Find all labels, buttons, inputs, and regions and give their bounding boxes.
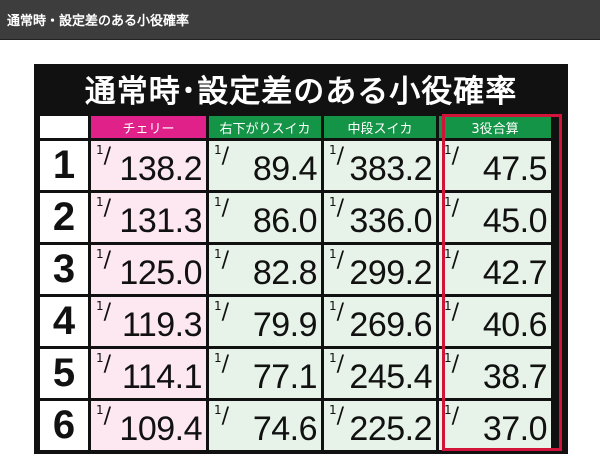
rate-value: 131.3 <box>119 202 202 240</box>
fraction-prefix: 1/ <box>214 403 230 429</box>
total-rate-cell: 1/38.7 <box>439 349 551 398</box>
fraction-prefix: 1/ <box>444 247 460 273</box>
suika-down-rate-cell: 1/86.0 <box>209 193 321 242</box>
rate-value: 114.1 <box>121 358 203 396</box>
total-rate-cell: 1/47.5 <box>439 141 551 190</box>
section-header-title: 通常時・設定差のある小役確率 <box>7 14 190 29</box>
table-row: 2 1/131.3 1/86.0 1/336.0 1/45.0 <box>40 193 551 242</box>
fraction-prefix: 1/ <box>329 247 345 273</box>
header-suika-down: 右下がりスイカ <box>209 116 321 138</box>
suika-down-rate-cell: 1/74.6 <box>209 401 321 450</box>
fraction-prefix: 1/ <box>444 195 460 221</box>
header-cherry: チェリー <box>91 116 206 138</box>
suika-mid-rate-cell: 1/299.2 <box>324 245 436 294</box>
table-row: 6 1/109.4 1/74.6 1/225.2 1/37.0 <box>40 401 551 450</box>
rate-value: 45.0 <box>482 202 548 240</box>
fraction-prefix: 1/ <box>329 143 345 169</box>
rate-value: 82.8 <box>252 254 318 292</box>
suika-mid-rate-cell: 1/269.6 <box>324 297 436 346</box>
suika-mid-rate-cell: 1/383.2 <box>324 141 436 190</box>
fraction-prefix: 1/ <box>96 351 112 377</box>
section-header: 通常時・設定差のある小役確率 <box>0 0 600 40</box>
fraction-prefix: 1/ <box>214 247 230 273</box>
suika-mid-rate-cell: 1/336.0 <box>324 193 436 242</box>
rate-value: 225.2 <box>349 410 432 448</box>
setting-level-cell: 1 <box>40 141 88 190</box>
rate-value: 89.4 <box>252 150 318 188</box>
table-header-row: 設定 チェリー 右下がりスイカ 中段スイカ 3役合算 <box>40 116 551 138</box>
rate-value: 138.2 <box>119 150 202 188</box>
fraction-prefix: 1/ <box>96 143 112 169</box>
total-rate-cell: 1/42.7 <box>439 245 551 294</box>
rate-value: 77.1 <box>252 358 318 396</box>
total-rate-cell: 1/45.0 <box>439 193 551 242</box>
fraction-prefix: 1/ <box>329 403 345 429</box>
setting-level-cell: 6 <box>40 401 88 450</box>
suika-down-rate-cell: 1/77.1 <box>209 349 321 398</box>
fraction-prefix: 1/ <box>329 299 345 325</box>
suika-down-rate-cell: 1/89.4 <box>209 141 321 190</box>
fraction-prefix: 1/ <box>96 247 112 273</box>
setting-level-cell: 3 <box>40 245 88 294</box>
panel-title: 通常時･設定差のある小役確率 <box>84 73 518 110</box>
rate-value: 125.0 <box>119 254 202 292</box>
rate-value: 42.7 <box>482 254 548 292</box>
cherry-rate-cell: 1/131.3 <box>91 193 206 242</box>
cherry-rate-cell: 1/119.3 <box>91 297 206 346</box>
rate-value: 40.6 <box>482 306 548 344</box>
total-rate-cell: 1/37.0 <box>439 401 551 450</box>
fraction-prefix: 1/ <box>96 195 112 221</box>
table-row: 4 1/119.3 1/79.9 1/269.6 1/40.6 <box>40 297 551 346</box>
fraction-prefix: 1/ <box>444 403 460 429</box>
fraction-prefix: 1/ <box>214 143 230 169</box>
probability-table: 設定 チェリー 右下がりスイカ 中段スイカ 3役合算 1 1/138.2 1/89.… <box>37 113 554 453</box>
cherry-rate-cell: 1/109.4 <box>91 401 206 450</box>
rate-value: 245.4 <box>349 358 432 396</box>
setting-level-cell: 4 <box>40 297 88 346</box>
fraction-prefix: 1/ <box>96 403 112 429</box>
cherry-rate-cell: 1/114.1 <box>91 349 206 398</box>
rate-value: 269.6 <box>349 306 432 344</box>
header-suika-mid: 中段スイカ <box>324 116 436 138</box>
table-row: 5 1/114.1 1/77.1 1/245.4 1/38.7 <box>40 349 551 398</box>
header-total: 3役合算 <box>439 116 551 138</box>
suika-down-rate-cell: 1/82.8 <box>209 245 321 294</box>
fraction-prefix: 1/ <box>214 299 230 325</box>
cherry-rate-cell: 1/138.2 <box>91 141 206 190</box>
fraction-prefix: 1/ <box>444 299 460 325</box>
fraction-prefix: 1/ <box>329 195 345 221</box>
setting-level-cell: 2 <box>40 193 88 242</box>
suika-down-rate-cell: 1/79.9 <box>209 297 321 346</box>
fraction-prefix: 1/ <box>96 299 112 325</box>
header-setting: 設定 <box>40 116 88 138</box>
total-rate-cell: 1/40.6 <box>439 297 551 346</box>
rate-value: 119.3 <box>121 306 203 344</box>
rate-value: 47.5 <box>482 150 548 188</box>
table-row: 3 1/125.0 1/82.8 1/299.2 1/42.7 <box>40 245 551 294</box>
suika-mid-rate-cell: 1/225.2 <box>324 401 436 450</box>
fraction-prefix: 1/ <box>214 195 230 221</box>
rate-value: 383.2 <box>349 150 432 188</box>
rate-value: 86.0 <box>252 202 318 240</box>
rate-value: 37.0 <box>482 410 548 448</box>
setting-level-cell: 5 <box>40 349 88 398</box>
rate-value: 74.6 <box>252 410 318 448</box>
fraction-prefix: 1/ <box>444 351 460 377</box>
rate-value: 79.9 <box>252 306 318 344</box>
rate-value: 38.7 <box>482 358 548 396</box>
rate-value: 299.2 <box>349 254 432 292</box>
table-row: 1 1/138.2 1/89.4 1/383.2 1/47.5 <box>40 141 551 190</box>
fraction-prefix: 1/ <box>444 143 460 169</box>
suika-mid-rate-cell: 1/245.4 <box>324 349 436 398</box>
fraction-prefix: 1/ <box>214 351 230 377</box>
rate-value: 109.4 <box>119 410 202 448</box>
cherry-rate-cell: 1/125.0 <box>91 245 206 294</box>
fraction-prefix: 1/ <box>329 351 345 377</box>
rate-value: 336.0 <box>349 202 432 240</box>
